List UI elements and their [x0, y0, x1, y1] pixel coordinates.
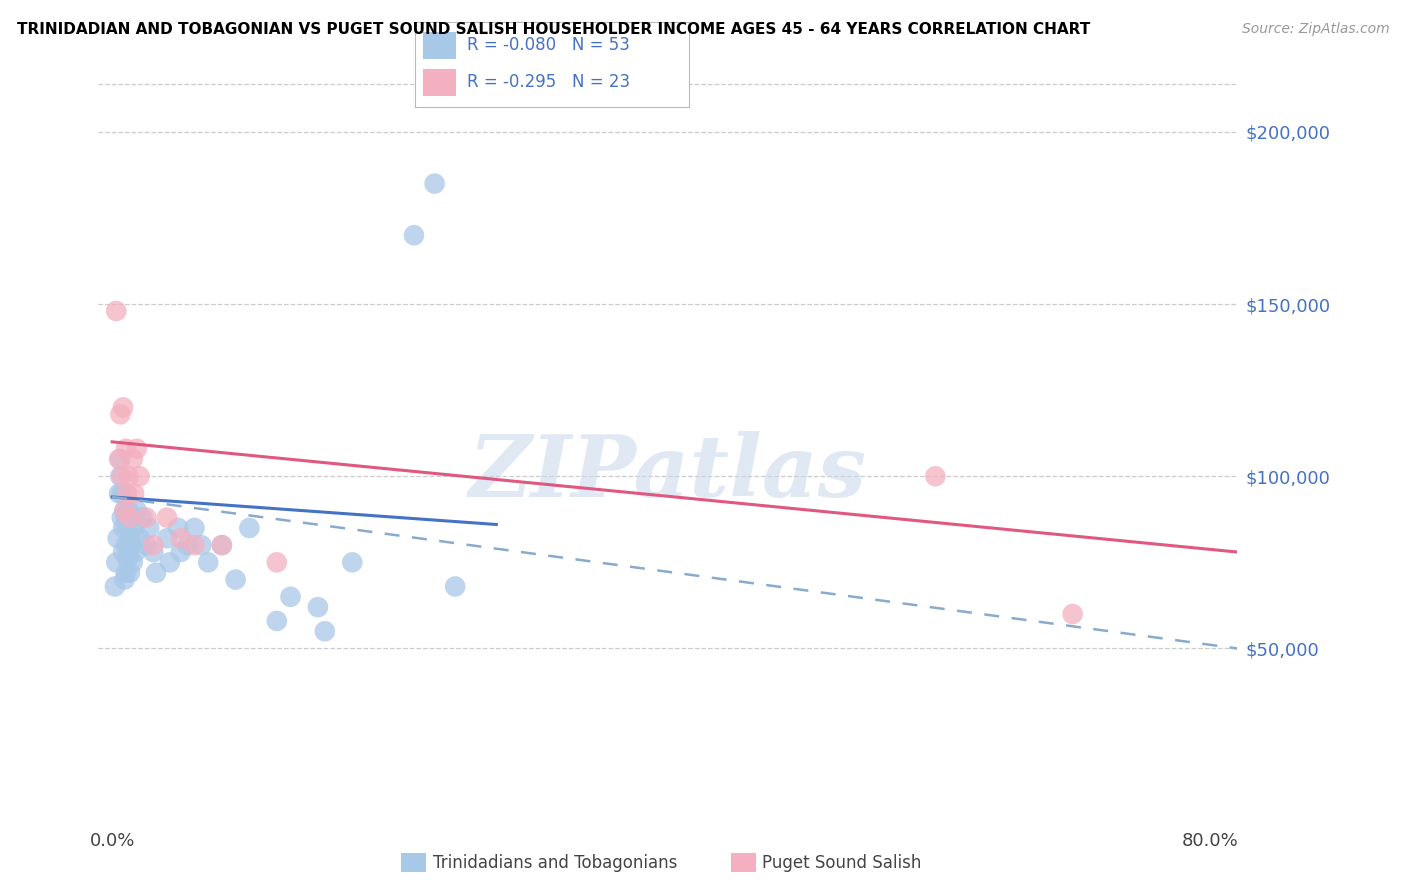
Point	[211, 538, 233, 552]
Point	[125, 504, 148, 518]
Point	[122, 521, 145, 535]
Point	[121, 555, 143, 569]
Point	[108, 452, 131, 467]
Text: ZIPatlas: ZIPatlas	[468, 431, 868, 515]
Point	[266, 614, 288, 628]
Point	[135, 510, 157, 524]
Point	[114, 573, 136, 587]
Point	[167, 521, 190, 535]
Point	[124, 545, 146, 559]
Point	[423, 177, 446, 191]
Point	[1062, 607, 1084, 621]
Point	[145, 566, 167, 580]
Text: Source: ZipAtlas.com: Source: ZipAtlas.com	[1241, 22, 1389, 37]
Text: Puget Sound Salish: Puget Sound Salish	[762, 854, 921, 871]
Point	[131, 510, 153, 524]
Point	[122, 486, 145, 500]
Point	[118, 510, 141, 524]
Point	[266, 555, 288, 569]
Point	[176, 538, 198, 552]
Point	[444, 579, 467, 593]
Point	[112, 401, 135, 415]
Point	[190, 538, 212, 552]
Point	[117, 545, 139, 559]
Point	[225, 573, 247, 587]
Text: TRINIDADIAN AND TOBAGONIAN VS PUGET SOUND SALISH HOUSEHOLDER INCOME AGES 45 - 64: TRINIDADIAN AND TOBAGONIAN VS PUGET SOUN…	[17, 22, 1090, 37]
Point	[120, 538, 142, 552]
Point	[118, 566, 141, 580]
Point	[108, 486, 131, 500]
Point	[159, 555, 181, 569]
Point	[128, 531, 150, 545]
Point	[110, 469, 132, 483]
Text: Trinidadians and Tobagonians: Trinidadians and Tobagonians	[433, 854, 678, 871]
Point	[128, 469, 150, 483]
Point	[111, 469, 134, 483]
Point	[197, 555, 219, 569]
Point	[112, 521, 135, 535]
Point	[117, 504, 139, 518]
Bar	[423, 69, 456, 96]
Point	[115, 566, 138, 580]
Point	[142, 545, 165, 559]
Point	[183, 538, 205, 552]
Point	[115, 521, 138, 535]
Point	[115, 486, 138, 500]
Point	[110, 407, 132, 421]
Point	[314, 624, 336, 639]
Point	[105, 304, 128, 318]
Point	[115, 486, 138, 500]
Point	[118, 531, 141, 545]
Point	[170, 531, 193, 545]
Point	[211, 538, 233, 552]
Point	[307, 600, 329, 615]
Point	[183, 521, 205, 535]
Point	[117, 469, 139, 483]
Bar	[423, 31, 456, 59]
Text: R = -0.295   N = 23: R = -0.295 N = 23	[467, 73, 630, 92]
Point	[170, 545, 193, 559]
Point	[342, 555, 364, 569]
Text: R = -0.080   N = 53: R = -0.080 N = 53	[467, 37, 630, 54]
Point	[115, 510, 138, 524]
Point	[110, 452, 132, 467]
Point	[115, 552, 138, 566]
Point	[118, 510, 141, 524]
Point	[402, 228, 425, 243]
Point	[125, 442, 148, 456]
Point	[105, 555, 128, 569]
Point	[142, 538, 165, 552]
Point	[104, 579, 127, 593]
Point	[238, 521, 260, 535]
Point	[115, 538, 138, 552]
Point	[111, 486, 134, 500]
Point	[156, 531, 179, 545]
Point	[114, 504, 136, 518]
Point	[135, 538, 157, 552]
Point	[156, 510, 179, 524]
Point	[111, 510, 134, 524]
Point	[121, 452, 143, 467]
Point	[280, 590, 302, 604]
Point	[114, 504, 136, 518]
Point	[138, 521, 160, 535]
Point	[107, 531, 129, 545]
Point	[924, 469, 946, 483]
Point	[112, 545, 135, 559]
Point	[115, 442, 138, 456]
